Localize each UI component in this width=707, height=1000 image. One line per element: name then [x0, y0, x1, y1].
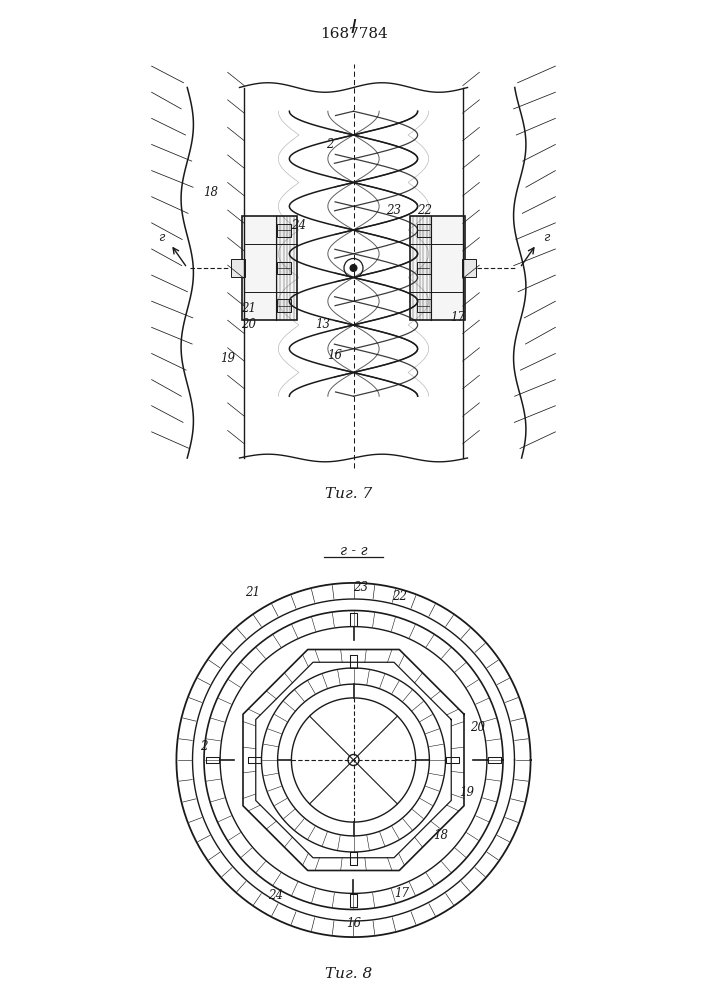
Text: 19: 19 [220, 352, 235, 365]
Text: 18: 18 [433, 829, 448, 842]
Text: 17: 17 [450, 311, 465, 324]
Text: Τиг. 7: Τиг. 7 [325, 487, 373, 501]
Text: 16: 16 [327, 349, 342, 362]
Bar [416, 262, 431, 274]
Text: 22: 22 [392, 590, 407, 603]
Text: $\mathit{I}$: $\mathit{I}$ [350, 19, 357, 37]
Text: 18: 18 [204, 186, 218, 198]
Text: 17: 17 [395, 887, 409, 900]
Bar [231, 259, 245, 277]
Text: г: г [543, 231, 549, 244]
Bar [276, 262, 291, 274]
Text: 2: 2 [200, 740, 208, 753]
Text: 19: 19 [459, 786, 474, 799]
Circle shape [350, 265, 357, 271]
Text: 23: 23 [353, 581, 368, 594]
Text: 1687784: 1687784 [320, 27, 387, 41]
Text: 22: 22 [417, 205, 432, 218]
Text: г - г: г - г [340, 544, 367, 558]
Text: 24: 24 [291, 219, 306, 232]
Bar [276, 299, 291, 312]
Bar [276, 224, 291, 237]
Bar [242, 216, 296, 320]
Bar [462, 259, 476, 277]
Text: 13: 13 [315, 318, 330, 332]
Bar [416, 224, 431, 237]
Text: 16: 16 [346, 917, 361, 930]
Text: 20: 20 [242, 318, 257, 332]
Bar [411, 216, 465, 320]
Bar [416, 299, 431, 312]
Text: Τиг. 8: Τиг. 8 [325, 967, 373, 981]
Text: 24: 24 [268, 889, 283, 902]
Text: 21: 21 [245, 586, 259, 599]
Text: 21: 21 [242, 302, 257, 315]
Text: 23: 23 [386, 205, 402, 218]
Text: 2: 2 [326, 138, 334, 151]
Text: 20: 20 [470, 721, 485, 734]
Text: г: г [158, 231, 164, 244]
